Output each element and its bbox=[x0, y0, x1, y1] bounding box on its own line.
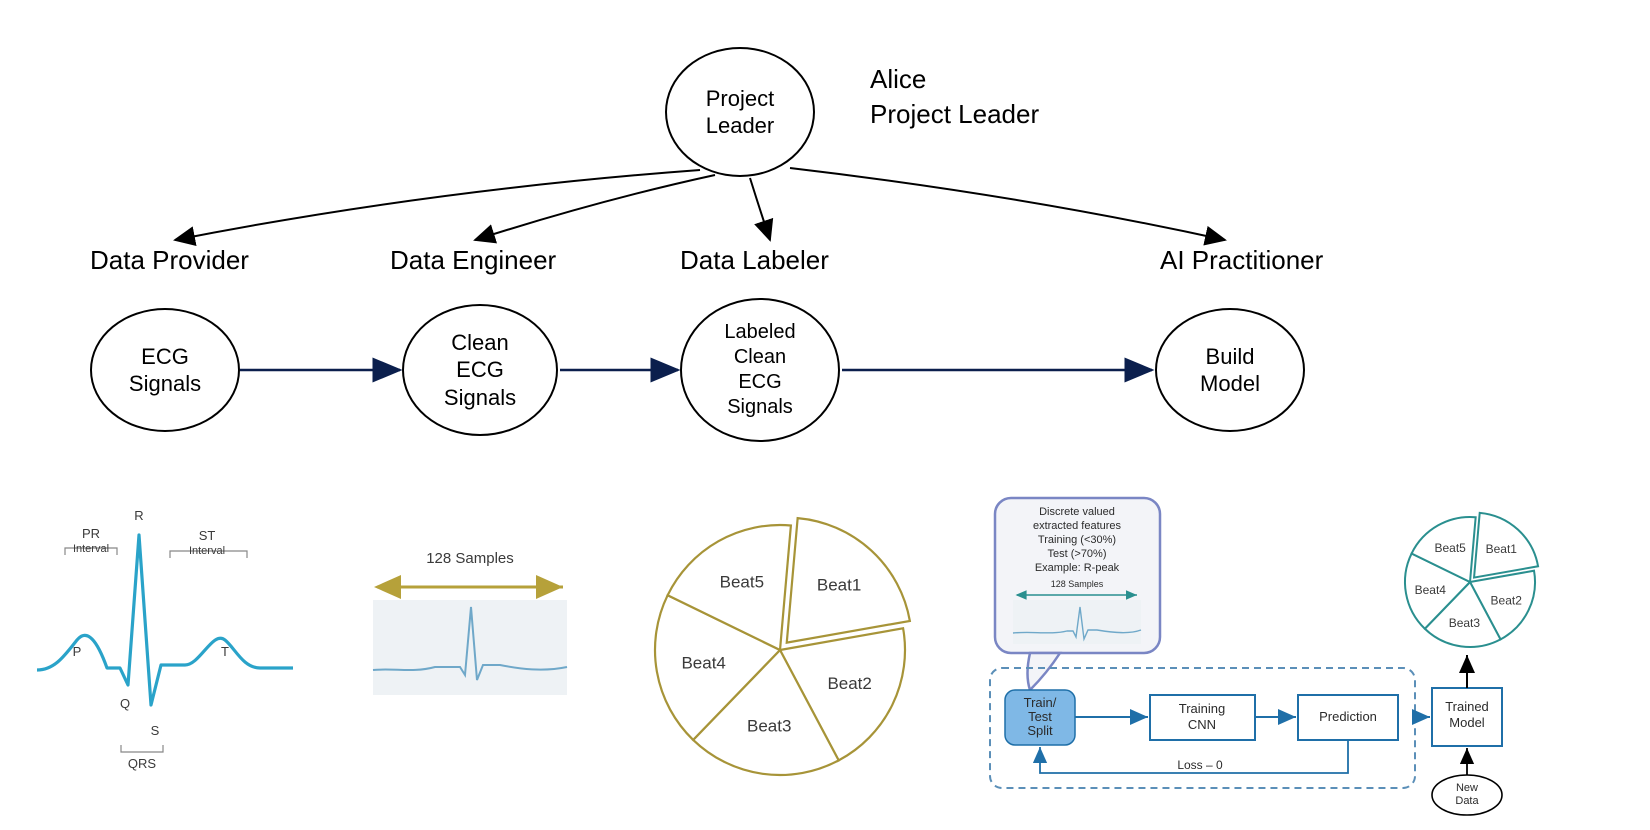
ecg-waveform-path bbox=[37, 535, 293, 705]
ai-svg: Discrete valued extracted features Train… bbox=[975, 495, 1555, 825]
ecg-label-st: ST bbox=[199, 528, 216, 543]
ai-bubble-tail bbox=[1028, 653, 1061, 690]
bubble-line-1: extracted features bbox=[1033, 520, 1122, 532]
ecg-label-r: R bbox=[134, 508, 143, 523]
samples-panel: 128 Samples bbox=[365, 545, 575, 705]
ai-loss-label: Loss – 0 bbox=[1177, 758, 1223, 772]
ecg-label-qrs: QRS bbox=[128, 756, 157, 771]
box-train-test-split-l1: Train/ bbox=[1024, 695, 1057, 710]
ecg-qrs-bracket bbox=[121, 745, 163, 752]
node-ecg-signals-text: ECG Signals bbox=[129, 343, 201, 398]
node-labeled-ecg-text: Labeled Clean ECG Signals bbox=[724, 320, 795, 420]
node-clean-ecg: Clean ECG Signals bbox=[402, 304, 558, 436]
box-train-test-split-l2: Test bbox=[1028, 709, 1052, 724]
ecg-label-pr-interval: Interval bbox=[73, 543, 109, 555]
bubble-mini-bg bbox=[1013, 600, 1141, 644]
ecg-label-s: S bbox=[151, 723, 160, 738]
leader-annotation: Alice Project Leader bbox=[870, 62, 1039, 132]
ecg-label-p: P bbox=[73, 644, 82, 659]
pie-label-2: Beat3 bbox=[747, 717, 791, 736]
bubble-line-4: Example: R-peak bbox=[1035, 562, 1120, 574]
ecg-label-st-interval: Interval bbox=[189, 545, 225, 557]
node-ecg-signals: ECG Signals bbox=[90, 308, 240, 432]
bubble-line-0: Discrete valued bbox=[1039, 506, 1115, 518]
ai-pie-group: Beat1 Beat2 Beat3 Beat4 Beat5 bbox=[1405, 513, 1538, 647]
box-training-cnn-l2: CNN bbox=[1188, 717, 1216, 732]
role-label-data-provider: Data Provider bbox=[90, 245, 249, 276]
ecg-label-pr: PR bbox=[82, 526, 100, 541]
bubble-line-2: Training (<30%) bbox=[1038, 534, 1116, 546]
hier-arrow-1 bbox=[175, 170, 700, 240]
ai-new-data-l1: New bbox=[1456, 782, 1478, 794]
node-labeled-ecg: Labeled Clean ECG Signals bbox=[680, 298, 840, 442]
role-label-data-engineer: Data Engineer bbox=[390, 245, 556, 276]
labeler-pie-svg: Beat1 Beat2 Beat3 Beat4 Beat5 bbox=[640, 510, 930, 800]
pie-label-3: Beat4 bbox=[1415, 583, 1447, 597]
hier-arrow-4 bbox=[790, 168, 1225, 240]
ai-new-data-l2: Data bbox=[1455, 795, 1479, 807]
node-build-model-text: Build Model bbox=[1200, 343, 1260, 398]
pie-label-0: Beat1 bbox=[1486, 542, 1518, 556]
node-project-leader: Project Leader bbox=[665, 47, 815, 177]
ecg-waveform-panel: R P T Q S PR Interval ST Interval QRS bbox=[35, 500, 295, 775]
pie-label-1: Beat2 bbox=[1491, 594, 1523, 608]
node-clean-ecg-text: Clean ECG Signals bbox=[444, 329, 516, 412]
ecg-label-t: T bbox=[221, 644, 229, 659]
ai-panel: Discrete valued extracted features Train… bbox=[975, 495, 1555, 825]
box-trained-l2: Model bbox=[1449, 715, 1485, 730]
box-prediction-l1: Prediction bbox=[1319, 709, 1377, 724]
pie-label-1: Beat2 bbox=[827, 674, 871, 693]
hier-arrow-2 bbox=[475, 175, 715, 240]
bubble-mini-title: 128 Samples bbox=[1051, 579, 1104, 589]
samples-title: 128 Samples bbox=[426, 550, 514, 567]
box-training-cnn-l1: Training bbox=[1179, 701, 1225, 716]
pie-label-4: Beat5 bbox=[720, 573, 764, 592]
pie-label-4: Beat5 bbox=[1434, 541, 1466, 555]
hier-arrow-3 bbox=[750, 178, 770, 240]
pie-label-0: Beat1 bbox=[817, 575, 861, 594]
pie-label-3: Beat4 bbox=[681, 653, 725, 672]
pie-label-2: Beat3 bbox=[1449, 616, 1481, 630]
ecg-label-q: Q bbox=[120, 696, 130, 711]
node-project-leader-text: Project Leader bbox=[706, 85, 775, 140]
labeler-pie-panel: Beat1 Beat2 Beat3 Beat4 Beat5 bbox=[640, 510, 930, 800]
role-label-data-labeler: Data Labeler bbox=[680, 245, 829, 276]
role-label-ai-practitioner: AI Practitioner bbox=[1160, 245, 1323, 276]
box-trained-l1: Trained bbox=[1445, 699, 1489, 714]
bubble-line-3: Test (>70%) bbox=[1048, 548, 1107, 560]
box-train-test-split-l3: Split bbox=[1027, 723, 1053, 738]
node-build-model: Build Model bbox=[1155, 308, 1305, 432]
